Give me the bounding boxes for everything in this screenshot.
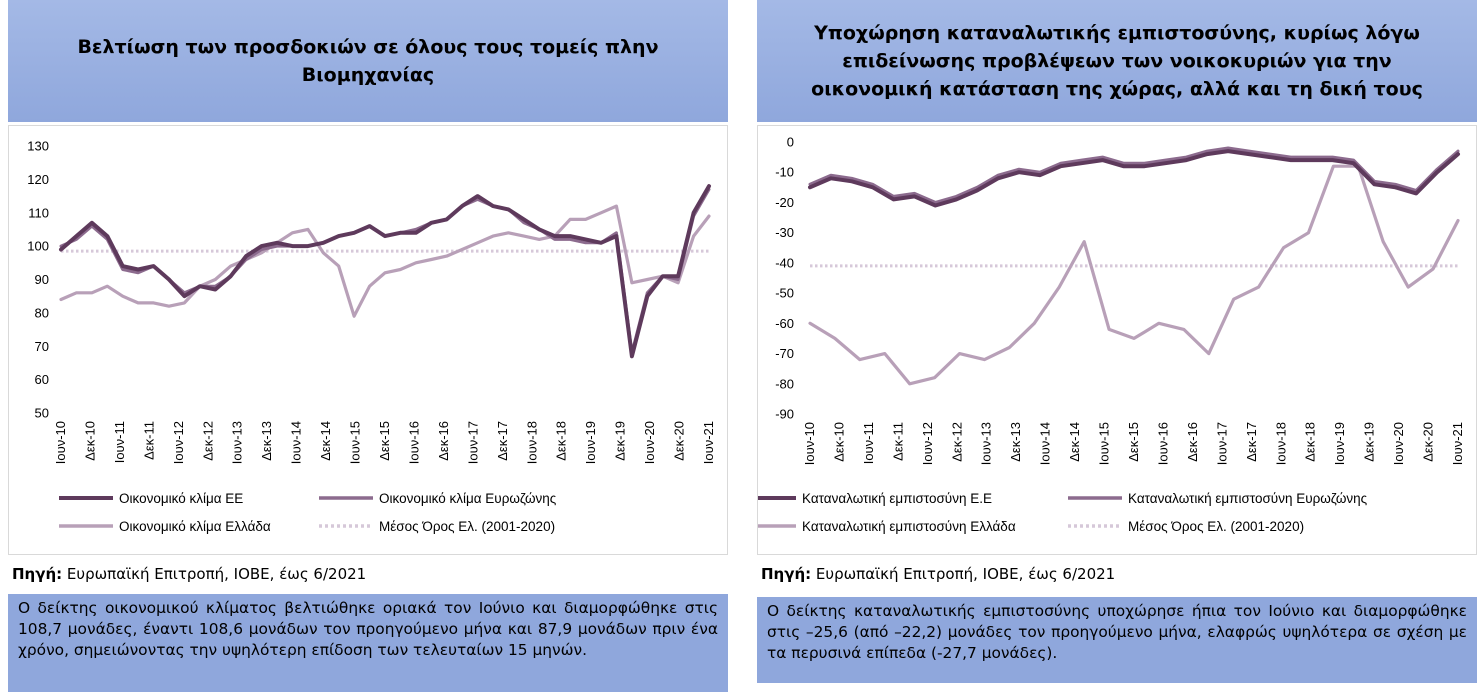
x-tick-label: Δεκ-20 <box>1421 422 1436 462</box>
x-tick-label: Ιουν-21 <box>1450 422 1465 465</box>
x-tick-label: Ιουν-21 <box>701 421 716 464</box>
legend-label-ez: Καταναλωτική εμπιστοσύνη Ευρωζώνης <box>1128 491 1368 506</box>
series-line-gr <box>808 164 1460 386</box>
x-tick-label: Δεκ-18 <box>1303 422 1318 462</box>
x-tick-label: Δεκ-18 <box>554 421 569 461</box>
y-tick-label: -40 <box>775 255 794 270</box>
x-tick-label: Ιουν-11 <box>861 422 876 464</box>
y-tick-label: -10 <box>775 165 794 180</box>
x-tick-label: Ιουν-10 <box>802 422 817 465</box>
right-chart-title: Υποχώρηση καταναλωτικής εμπιστοσύνης, κυ… <box>757 0 1477 122</box>
right-note: Ο δείκτης καταναλωτικής εμπιστοσύνης υπο… <box>757 597 1477 683</box>
right-source-text: Ευρωπαϊκή Επιτροπή, ΙΟΒΕ, έως 6/2021 <box>815 565 1116 583</box>
x-tick-label: Δεκ-12 <box>949 422 964 462</box>
right-chart: 0 -10 -20 -30 -40 -50 -60 -70 -80 -90 Ιουν-10 Δεκ-1… <box>757 125 1477 555</box>
legend-label-gr: Καταναλωτική εμπιστοσύνη Ελλάδα <box>802 519 1016 534</box>
x-tick-label: Ιουν-18 <box>1273 422 1288 465</box>
y-tick-label: 90 <box>35 272 49 287</box>
left-chart-svg: 50 60 70 80 90 100 110 120 130 Ιουν-10 Δεκ-10 Ιουν-… <box>27 139 716 535</box>
legend-label-avg: Μέσος Όρος Ελ. (2001-2020) <box>1128 519 1304 534</box>
left-chart: 50 60 70 80 90 100 110 120 130 Ιουν-10 Δεκ-10 Ιουν-… <box>8 125 728 555</box>
series-line-gr <box>59 204 711 318</box>
right-source-label: Πηγή: <box>761 565 812 583</box>
x-tick-label: Δεκ-20 <box>672 421 687 461</box>
left-source-text: Ευρωπαϊκή Επιτροπή, ΙΟΒΕ, έως 6/2021 <box>66 565 367 583</box>
x-tick-label: Ιουν-13 <box>979 422 994 465</box>
series-line-ez <box>808 146 1460 204</box>
x-tick-label: Δεκ-11 <box>141 421 156 460</box>
left-source: Πηγή: Ευρωπαϊκή Επιτροπή, ΙΟΒΕ, έως 6/20… <box>12 565 366 583</box>
y-tick-label: -20 <box>775 195 794 210</box>
y-tick-label: -90 <box>775 407 794 422</box>
x-tick-label: Δεκ-14 <box>1067 422 1082 462</box>
x-tick-label: Ιουν-20 <box>1391 422 1406 465</box>
x-tick-label: Ιουν-15 <box>1097 422 1112 465</box>
x-tick-label: Ιουν-20 <box>642 421 657 464</box>
y-tick-label: 110 <box>28 205 49 220</box>
x-tick-label: Δεκ-16 <box>1185 422 1200 462</box>
y-tick-label: -50 <box>775 286 794 301</box>
right-panel: Υποχώρηση καταναλωτικής εμπιστοσύνης, κυ… <box>757 0 1477 692</box>
series-line-ee <box>808 149 1460 208</box>
x-tick-label: Ιουν-18 <box>524 421 539 464</box>
right-source: Πηγή: Ευρωπαϊκή Επιτροπή, ΙΟΒΕ, έως 6/20… <box>761 565 1115 583</box>
x-tick-label: Δεκ-17 <box>495 421 510 461</box>
x-tick-label: Δεκ-10 <box>831 422 846 462</box>
x-tick-label: Ιουν-12 <box>171 421 186 464</box>
left-source-label: Πηγή: <box>12 565 63 583</box>
x-tick-label: Ιουν-15 <box>348 421 363 464</box>
y-tick-label: 50 <box>35 406 49 421</box>
y-tick-label: 80 <box>35 305 49 320</box>
x-tick-label: Ιουν-11 <box>112 421 127 463</box>
series-line-ee <box>59 184 711 359</box>
x-tick-label: Δεκ-15 <box>377 421 392 461</box>
x-tick-label: Ιουν-14 <box>289 421 304 464</box>
y-tick-label: -30 <box>775 225 794 240</box>
x-tick-label: Ιουν-16 <box>406 421 421 464</box>
y-tick-label: -70 <box>775 346 794 361</box>
y-tick-label: -80 <box>775 376 794 391</box>
y-tick-label: 60 <box>35 372 49 387</box>
x-tick-label: Δεκ-14 <box>318 421 333 461</box>
legend-label-gr: Οικονομικό κλίμα Ελλάδα <box>119 519 271 534</box>
legend-label-ee: Οικονομικό κλίμα ΕΕ <box>119 491 243 506</box>
x-tick-label: Ιουν-14 <box>1038 422 1053 465</box>
legend-label-ee: Καταναλωτική εμπιστοσύνη Ε.Ε <box>802 491 992 506</box>
x-tick-label: Δεκ-16 <box>436 421 451 461</box>
left-panel: Βελτίωση των προσδοκιών σε όλους τους το… <box>8 0 728 692</box>
x-tick-label: Δεκ-13 <box>1008 422 1023 462</box>
y-tick-label: 130 <box>27 139 49 154</box>
y-tick-label: 120 <box>27 172 49 187</box>
x-tick-label: Ιουν-12 <box>920 422 935 465</box>
left-chart-title: Βελτίωση των προσδοκιών σε όλους τους το… <box>8 0 728 122</box>
y-tick-label: 70 <box>35 339 49 354</box>
legend-label-ez: Οικονομικό κλίμα Ευρωζώνης <box>379 491 557 506</box>
right-chart-svg: 0 -10 -20 -30 -40 -50 -60 -70 -80 -90 Ιουν-10 Δεκ-1… <box>758 135 1465 534</box>
y-tick-label: -60 <box>775 316 794 331</box>
x-tick-label: Δεκ-19 <box>613 421 628 461</box>
x-tick-label: Ιουν-19 <box>1332 422 1347 465</box>
x-tick-label: Δεκ-11 <box>890 422 905 461</box>
legend-label-avg: Μέσος Όρος Ελ. (2001-2020) <box>379 519 555 534</box>
left-note: Ο δείκτης οικονομικού κλίματος βελτιώθηκ… <box>8 594 728 692</box>
x-tick-label: Δεκ-17 <box>1244 422 1259 462</box>
x-tick-label: Ιουν-17 <box>1214 422 1229 465</box>
x-tick-label: Ιουν-13 <box>230 421 245 464</box>
x-tick-label: Ιουν-16 <box>1155 422 1170 465</box>
y-tick-label: 100 <box>27 239 49 254</box>
x-tick-label: Δεκ-19 <box>1362 422 1377 462</box>
x-tick-label: Ιουν-17 <box>465 421 480 464</box>
x-tick-label: Δεκ-10 <box>82 421 97 461</box>
x-tick-label: Ιουν-19 <box>583 421 598 464</box>
x-tick-label: Δεκ-13 <box>259 421 274 461</box>
x-tick-label: Δεκ-15 <box>1126 422 1141 462</box>
x-tick-label: Ιουν-10 <box>53 421 68 464</box>
x-tick-label: Δεκ-12 <box>200 421 215 461</box>
y-tick-label: 0 <box>787 135 794 150</box>
